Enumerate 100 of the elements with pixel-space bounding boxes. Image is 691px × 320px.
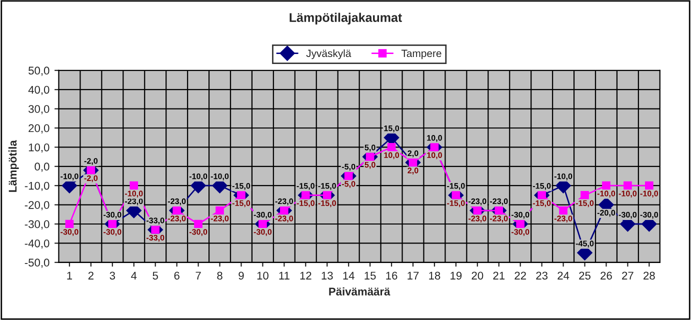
point: [280, 206, 288, 215]
x-tick-label: 9: [238, 272, 244, 280]
point: [452, 191, 460, 200]
y-tick-label: -50,0: [24, 258, 50, 268]
data-label: -10,0: [125, 190, 143, 198]
data-label: 5,0: [364, 162, 376, 169]
x-tick-label: 16: [386, 272, 398, 280]
x-tick-label: 26: [600, 272, 612, 280]
x-tick-label: 19: [450, 272, 462, 280]
y-tick-label: 50,0: [28, 66, 50, 76]
x-tick-label: 1: [67, 272, 72, 280]
data-label: -15,0: [296, 200, 314, 208]
data-label: -15,0: [532, 200, 551, 208]
point: [301, 191, 310, 200]
point: [258, 220, 267, 228]
point: [538, 191, 546, 200]
data-label: -15,0: [447, 200, 465, 208]
point: [322, 191, 332, 200]
x-tick-label: 12: [300, 272, 312, 280]
point: [473, 206, 482, 215]
legend-label: Jyväskylä: [306, 49, 352, 60]
point: [366, 152, 374, 161]
data-label: -33,0: [146, 218, 164, 224]
data-label: -10,0: [618, 190, 637, 198]
x-tick-label: 5: [152, 272, 158, 280]
point: [65, 220, 74, 228]
y-tick-label: 40,0: [28, 86, 50, 96]
data-label: -10,0: [210, 173, 229, 180]
data-label: -23,0: [168, 198, 186, 206]
data-label: -23,0: [554, 216, 572, 223]
point: [194, 220, 202, 228]
x-tick-label: 24: [558, 272, 570, 280]
y-tick-label: -40,0: [24, 239, 50, 249]
point: [624, 181, 632, 190]
data-label: -10,0: [640, 190, 658, 198]
data-label: -15,0: [232, 183, 250, 190]
point: [108, 220, 117, 228]
data-label: -30,0: [254, 229, 272, 236]
point: [130, 181, 138, 190]
point: [387, 143, 396, 152]
point: [559, 206, 568, 215]
x-tick-label: 2: [88, 272, 94, 280]
x-tick-label: 14: [343, 272, 354, 280]
data-label: -23,0: [468, 216, 486, 223]
x-tick-label: 25: [579, 272, 590, 280]
data-label: -33,0: [146, 234, 164, 242]
x-tick-label: 3: [110, 272, 116, 280]
x-tick-label: 8: [217, 272, 222, 280]
data-label: -30,0: [618, 212, 637, 219]
data-label: -15,0: [447, 183, 465, 190]
x-tick-label: 4: [131, 272, 137, 280]
data-label: 10,0: [427, 135, 442, 142]
data-label: -20,0: [597, 210, 616, 217]
data-label: -23,0: [210, 216, 229, 223]
y-tick-label: 10,0: [28, 143, 50, 153]
x-tick-label: 20: [472, 272, 484, 280]
data-label: -30,0: [60, 229, 78, 236]
data-label: -23,0: [168, 216, 186, 223]
y-tick-label: 20,0: [28, 124, 50, 134]
data-label: -15,0: [296, 183, 314, 190]
data-label: -30,0: [104, 229, 122, 236]
data-label: -30,0: [254, 212, 272, 219]
data-label: -10,0: [554, 173, 572, 180]
data-label: -23,0: [490, 198, 508, 206]
y-tick-label: -20,0: [24, 201, 50, 210]
point: [344, 172, 353, 180]
y-tick-label: -10,0: [24, 182, 50, 192]
point: [408, 158, 418, 167]
data-label: -15,0: [576, 200, 594, 208]
data-label: -30,0: [511, 229, 530, 236]
data-label: -5,0: [342, 181, 356, 188]
x-tick-label: 17: [408, 272, 419, 280]
x-tick-label: 10: [257, 272, 268, 280]
x-tick-label: 11: [279, 272, 290, 280]
x-tick-label: 15: [364, 272, 376, 280]
y-tick-label: 30,0: [28, 105, 50, 114]
x-axis-title: Päivämäärä: [329, 287, 390, 296]
data-label: 2,0: [408, 150, 418, 158]
data-label: -23,0: [275, 216, 294, 223]
chart-title: Lämpötilajakaumat: [290, 12, 402, 24]
point: [237, 191, 246, 200]
x-tick-label: 6: [174, 272, 180, 280]
data-label: 5,0: [364, 144, 376, 152]
data-label: -2,0: [84, 175, 98, 182]
data-label: -30,0: [189, 229, 208, 236]
point: [86, 166, 96, 174]
y-tick-label: -30,0: [24, 220, 50, 230]
data-label: -10,0: [597, 190, 616, 198]
point: [430, 143, 439, 152]
x-tick-label: 21: [493, 272, 505, 280]
point: [516, 220, 525, 228]
point: [645, 181, 654, 190]
data-label: -2,0: [84, 158, 98, 165]
data-label: 10,0: [427, 152, 442, 160]
data-label: -30,0: [640, 212, 658, 219]
legend-label: Tampere: [401, 50, 442, 60]
point: [494, 206, 504, 215]
y-tick-label: 0,0: [34, 162, 50, 172]
point: [172, 206, 181, 215]
data-label: 15,0: [384, 125, 400, 132]
